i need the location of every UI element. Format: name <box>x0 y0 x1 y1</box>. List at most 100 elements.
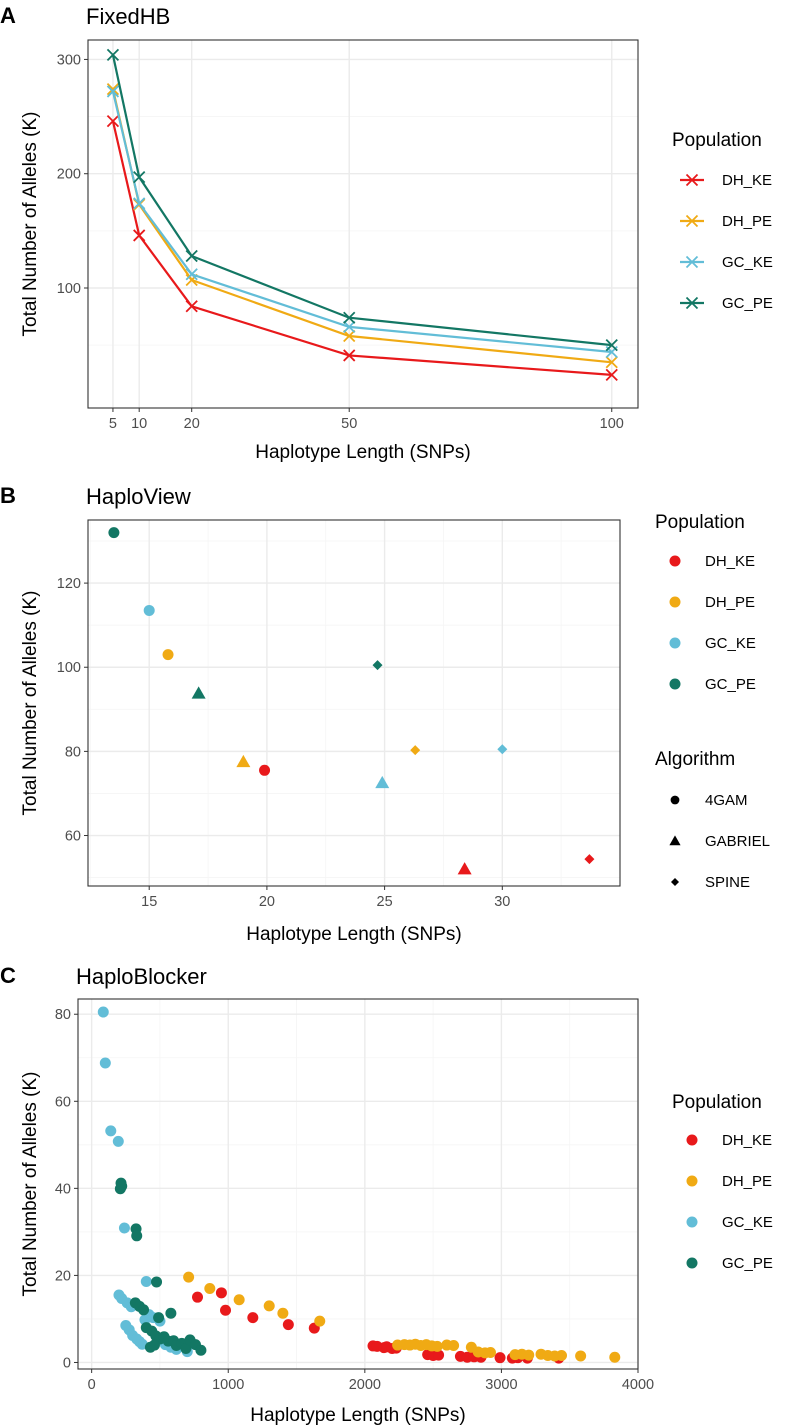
panel-a: A FixedHB 5 10 20 50 100 100 200 300 Haplotype Len… <box>0 3 773 463</box>
panel-title: HaploBlocker <box>76 964 207 989</box>
legend-label: GC_PE <box>722 295 773 312</box>
data-point <box>105 1125 117 1137</box>
legend-label: DH_PE <box>705 594 755 611</box>
x-tick-label: 3000 <box>485 1377 517 1393</box>
legend-label: DH_KE <box>722 172 772 189</box>
panel-letter: A <box>0 3 16 28</box>
data-point <box>106 83 120 96</box>
legend: Population DH_KE DH_PE GC_KE GC_PE Algorithm 4… <box>655 512 770 891</box>
data-point <box>343 311 356 324</box>
y-tick-label: 40 <box>55 1181 71 1197</box>
data-point <box>584 854 595 865</box>
legend-label: GC_KE <box>722 254 773 271</box>
legend-label: DH_PE <box>722 1173 772 1190</box>
y-tick-label: 0 <box>63 1355 71 1371</box>
data-point <box>215 1287 227 1299</box>
data-point <box>118 1222 130 1234</box>
legend-key-marker <box>686 1134 698 1146</box>
data-point <box>143 604 155 616</box>
x-tick-label: 5 <box>109 416 117 432</box>
data-point <box>556 1350 568 1362</box>
x-tick-label: 0 <box>88 1377 96 1393</box>
x-tick-label: 2000 <box>349 1377 381 1393</box>
panel-c: C HaploBlocker 0 1000 2000 3000 4000 0 20 40 60 80 H… <box>0 963 773 1426</box>
x-tick-label: 1000 <box>212 1377 244 1393</box>
data-point <box>494 1352 506 1364</box>
panel-b: B HaploView 15 20 25 30 60 80 100 120 Haplotype Le… <box>0 483 770 945</box>
data-point <box>233 1294 245 1306</box>
data-point <box>106 48 120 61</box>
legend-key-marker <box>686 1257 698 1269</box>
data-point <box>185 249 198 263</box>
legend-label: DH_KE <box>722 1132 772 1149</box>
data-point <box>497 744 508 755</box>
y-axis-title: Total Number of Alleles (K) <box>20 591 41 816</box>
data-point <box>609 1351 621 1363</box>
legend-key-marker <box>669 555 681 567</box>
legend-key-marker <box>685 296 699 310</box>
legend-key-marker <box>669 596 681 608</box>
data-point <box>247 1312 259 1324</box>
data-point <box>484 1346 496 1358</box>
data-point <box>99 1057 111 1069</box>
legend-label: GC_KE <box>722 1214 773 1231</box>
plot-background <box>88 520 620 886</box>
data-point <box>282 1319 294 1331</box>
legend-label: GABRIEL <box>705 833 770 850</box>
legend-key-marker <box>671 878 679 886</box>
data-point <box>372 660 383 671</box>
legend-label: SPINE <box>705 874 750 891</box>
data-point <box>151 1276 163 1288</box>
x-axis-title: Haplotype Length (SNPs) <box>250 1405 465 1426</box>
data-point <box>131 1230 143 1242</box>
data-point <box>192 1291 204 1303</box>
data-point <box>314 1315 326 1327</box>
data-point <box>433 1349 445 1361</box>
x-axis-title: Haplotype Length (SNPs) <box>255 442 470 463</box>
data-point <box>343 329 356 343</box>
legend-label: GC_KE <box>705 635 756 652</box>
legend-label: DH_KE <box>705 553 755 570</box>
y-axis-title: Total Number of Alleles (K) <box>20 112 41 337</box>
data-point <box>410 745 421 756</box>
panel-title: HaploView <box>86 484 191 509</box>
data-point <box>605 356 618 369</box>
data-point <box>204 1282 216 1294</box>
data-point <box>153 1312 165 1324</box>
data-point <box>523 1349 535 1361</box>
data-point <box>236 754 251 768</box>
x-tick-label: 10 <box>131 416 147 432</box>
y-tick-label: 120 <box>57 576 81 592</box>
data-point <box>191 686 206 699</box>
x-tick-label: 100 <box>600 416 624 432</box>
data-point <box>106 115 120 128</box>
legend: Population DH_KE DH_PE GC_KE GC_PE <box>672 1092 773 1272</box>
data-point <box>605 339 618 352</box>
x-tick-label: 15 <box>141 894 157 910</box>
y-tick-label: 80 <box>65 744 81 760</box>
legend-key-marker <box>685 214 699 228</box>
data-point <box>259 764 271 776</box>
legend-title: Algorithm <box>655 749 735 770</box>
data-point <box>185 300 198 313</box>
data-point <box>185 268 198 281</box>
panel-title: FixedHB <box>86 4 170 29</box>
plot-border <box>87 519 621 887</box>
data-point <box>575 1350 587 1362</box>
data-point <box>116 1180 128 1192</box>
y-axis-title: Total Number of Alleles (K) <box>20 1072 41 1297</box>
data-point <box>431 1340 443 1352</box>
legend-label: 4GAM <box>705 792 748 809</box>
data-point <box>605 368 618 381</box>
data-point <box>448 1339 460 1351</box>
legend-key-marker <box>669 637 681 649</box>
plot-border <box>87 39 639 409</box>
data-point <box>263 1300 275 1312</box>
legend-label: GC_PE <box>722 1255 773 1272</box>
x-tick-label: 30 <box>494 894 510 910</box>
data-point <box>220 1304 232 1316</box>
legend-key-marker <box>670 795 680 805</box>
data-point <box>140 1276 152 1288</box>
x-axis-title: Haplotype Length (SNPs) <box>246 924 461 945</box>
